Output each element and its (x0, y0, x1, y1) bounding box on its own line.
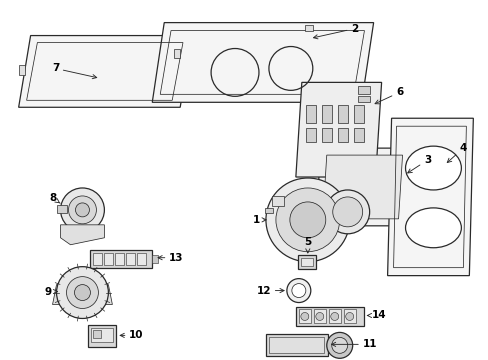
Bar (91, 328, 113, 342)
Bar (268, 337, 323, 353)
Bar (357, 86, 369, 94)
Text: 5: 5 (304, 237, 311, 253)
Circle shape (74, 285, 90, 301)
Text: 12: 12 (256, 285, 284, 296)
Bar (343, 310, 355, 323)
Polygon shape (152, 23, 373, 102)
Bar (88, 325, 116, 347)
Text: 9: 9 (45, 287, 58, 297)
Bar (337, 105, 347, 123)
Circle shape (315, 312, 323, 320)
Bar (115, 253, 124, 265)
Text: 11: 11 (331, 339, 376, 349)
Bar (137, 253, 146, 265)
Bar (104, 253, 113, 265)
Bar (304, 24, 312, 31)
Circle shape (331, 337, 347, 353)
Bar (357, 96, 369, 102)
Circle shape (57, 267, 108, 319)
Text: 3: 3 (407, 155, 430, 173)
Text: 1: 1 (252, 215, 265, 225)
Circle shape (66, 276, 98, 309)
Circle shape (332, 197, 362, 227)
Bar (126, 253, 135, 265)
Bar (321, 128, 331, 142)
Polygon shape (52, 285, 112, 305)
Polygon shape (295, 82, 381, 177)
Bar (90, 250, 152, 268)
Circle shape (68, 196, 96, 224)
Bar (295, 306, 363, 327)
Polygon shape (19, 36, 192, 107)
Circle shape (326, 332, 352, 358)
Text: 14: 14 (366, 310, 386, 320)
Bar (305, 105, 315, 123)
Bar (353, 128, 363, 142)
Polygon shape (322, 155, 402, 219)
Circle shape (330, 312, 338, 320)
Text: 13: 13 (158, 253, 183, 263)
Ellipse shape (405, 146, 461, 190)
Bar (152, 255, 158, 263)
Text: 6: 6 (374, 87, 403, 104)
Polygon shape (61, 225, 104, 245)
Text: 7: 7 (52, 63, 97, 79)
Text: 8: 8 (49, 193, 60, 203)
Text: 4: 4 (447, 143, 466, 162)
Bar (174, 49, 180, 58)
Bar (321, 105, 331, 123)
Text: 2: 2 (313, 24, 358, 39)
Text: 10: 10 (120, 330, 143, 341)
Bar (328, 310, 340, 323)
Circle shape (300, 312, 308, 320)
Circle shape (291, 284, 305, 298)
Polygon shape (315, 148, 410, 226)
Circle shape (75, 203, 89, 217)
Bar (298, 310, 310, 323)
Circle shape (275, 188, 339, 252)
Bar (313, 310, 325, 323)
Bar (353, 105, 363, 123)
Circle shape (345, 312, 353, 320)
Bar (271, 196, 284, 206)
Circle shape (286, 279, 310, 302)
Bar (19, 66, 24, 75)
Bar (264, 208, 272, 213)
Circle shape (61, 188, 104, 232)
Bar (337, 128, 347, 142)
Bar (297, 255, 315, 269)
Bar (93, 253, 102, 265)
Bar (265, 334, 327, 356)
Polygon shape (387, 118, 472, 276)
Bar (305, 128, 315, 142)
Circle shape (325, 190, 369, 234)
Ellipse shape (405, 208, 461, 248)
Bar (93, 330, 101, 338)
Circle shape (265, 178, 349, 262)
Bar (57, 205, 66, 213)
Bar (300, 258, 312, 266)
Circle shape (289, 202, 325, 238)
